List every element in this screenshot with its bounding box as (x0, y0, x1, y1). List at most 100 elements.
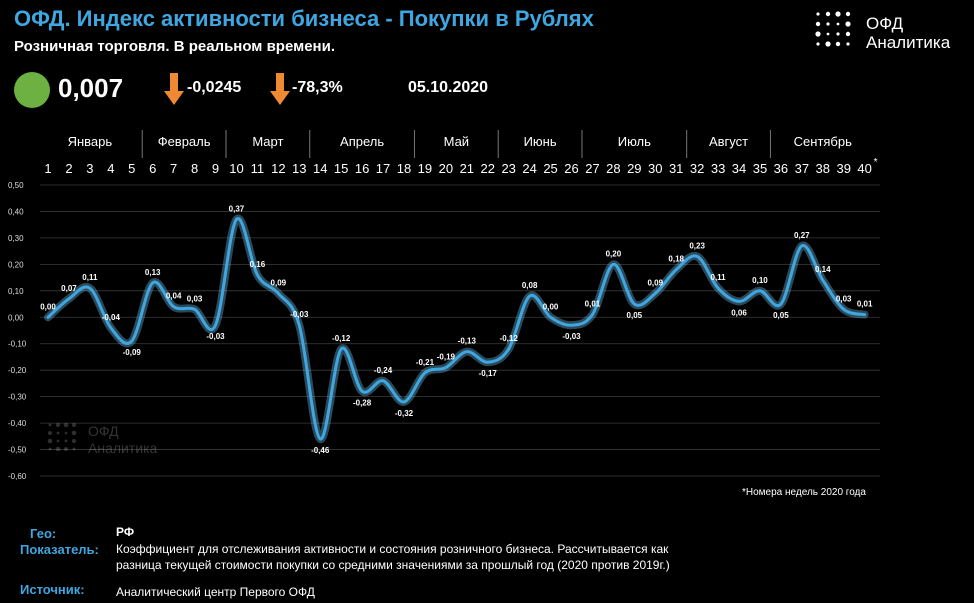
month-label: Июль (618, 134, 651, 149)
week-tick-label: 14 (313, 161, 327, 176)
week-footnote-mark: * (874, 157, 878, 168)
week-tick-label: 39 (836, 161, 850, 176)
watermark-line-1: ОФД (88, 423, 119, 439)
week-tick-label: 2 (65, 161, 72, 176)
data-label: 0,20 (606, 249, 622, 258)
week-tick-label: 36 (774, 161, 788, 176)
data-label: 0,00 (40, 302, 56, 311)
month-label: Апрель (340, 134, 384, 149)
data-label: 0,11 (711, 273, 727, 282)
data-label: -0,04 (102, 313, 121, 322)
week-tick-label: 38 (816, 161, 830, 176)
chart-grid (40, 184, 880, 477)
week-tick-label: 18 (397, 161, 411, 176)
week-tick-label: 24 (522, 161, 536, 176)
data-label: -0,13 (458, 337, 477, 346)
brand-name: ОФД Аналитика (866, 14, 950, 52)
month-label: Май (444, 134, 469, 149)
week-tick-label: 31 (669, 161, 683, 176)
y-tick-label: -0,10 (8, 340, 27, 349)
indicator-line-2: разница текущей стоимости покупки со сре… (116, 558, 670, 572)
week-tick-label: 21 (460, 161, 474, 176)
week-tick-label: 32 (690, 161, 704, 176)
data-label: 0,13 (145, 268, 161, 277)
data-label: -0,24 (374, 366, 393, 375)
data-label: 0,37 (229, 204, 245, 213)
data-label: 0,11 (82, 273, 98, 282)
week-tick-label: 19 (418, 161, 432, 176)
week-tick-label: 8 (191, 161, 198, 176)
series-line (46, 217, 867, 441)
week-tick-label: 33 (711, 161, 725, 176)
y-axis: 0,50 0,40 0,30 0,20 0,10 0,00 -0,10 -0,20 -0,30 -… (8, 181, 27, 481)
data-label: 0,10 (752, 276, 768, 285)
week-tick-label: 10 (229, 161, 243, 176)
data-label: 0,06 (731, 308, 747, 317)
month-label: Июнь (524, 134, 557, 149)
data-label: -0,03 (562, 332, 581, 341)
data-label: 0,07 (61, 284, 77, 293)
data-label: -0,03 (206, 332, 225, 341)
brand-line-1: ОФД (866, 14, 904, 33)
series-line-glow (44, 214, 869, 443)
data-label: 0,08 (522, 281, 538, 290)
data-label: -0,19 (437, 353, 456, 362)
y-tick-label: 0,40 (8, 207, 24, 216)
data-label: 0,09 (271, 278, 287, 287)
data-label: 0,03 (187, 294, 203, 303)
week-tick-label: 28 (606, 161, 620, 176)
week-tick-label: 17 (376, 161, 390, 176)
data-label: 0,16 (250, 260, 266, 269)
week-tick-label: 27 (585, 161, 599, 176)
data-label: -0,09 (123, 348, 142, 357)
y-tick-label: -0,40 (8, 419, 27, 428)
delta-absolute: -0,0245 (187, 79, 242, 96)
week-tick-label: 34 (732, 161, 746, 176)
watermark-line-2: Аналитика (88, 440, 158, 456)
delta-percent: -78,3% (292, 79, 343, 96)
y-tick-label: 0,20 (8, 260, 24, 269)
data-label: -0,12 (332, 334, 351, 343)
line-chart: Январь Февраль Март Апрель Май Июнь Июль Август… (8, 130, 880, 481)
week-tick-label: 1 (44, 161, 51, 176)
data-label: -0,32 (395, 409, 414, 418)
indicator-line-1: Коэффициент для отслеживания активности … (116, 542, 669, 556)
data-label: 0,27 (794, 231, 810, 240)
indicator-label: Показатель: (20, 542, 99, 557)
data-label: 0,04 (166, 292, 182, 301)
month-label: Март (252, 134, 283, 149)
data-label: 0,01 (585, 300, 601, 309)
data-label: -0,12 (500, 334, 519, 343)
data-label: 0,03 (836, 294, 852, 303)
data-label: 0,01 (857, 300, 873, 309)
week-tick-label: 37 (795, 161, 809, 176)
data-label: -0,21 (416, 358, 435, 367)
brand-logo-icon (815, 11, 851, 47)
page-subtitle: Розничная торговля. В реальном времени. (14, 38, 335, 55)
report-date: 05.10.2020 (408, 79, 489, 96)
week-tick-label: 6 (149, 161, 156, 176)
arrow-down-icon (164, 73, 184, 105)
chart-footnote: *Номера недель 2020 года (742, 487, 866, 498)
week-tick-label: 22 (481, 161, 495, 176)
week-tick-label: 29 (627, 161, 641, 176)
week-tick-label: 20 (439, 161, 453, 176)
data-label: -0,03 (290, 310, 309, 319)
data-label: 0,14 (815, 265, 831, 274)
current-value: 0,007 (58, 73, 124, 103)
week-tick-label: 13 (292, 161, 306, 176)
arrow-down-icon (270, 73, 290, 105)
week-tick-label: 9 (212, 161, 219, 176)
week-tick-label: 26 (564, 161, 578, 176)
data-label: -0,28 (353, 398, 372, 407)
month-label: Сентябрь (794, 134, 852, 149)
geo-label: Гео: (30, 526, 57, 541)
indicator-description: Коэффициент для отслеживания активности … (116, 541, 670, 573)
source-value: Аналитический центр Первого ОФД (116, 585, 315, 599)
y-tick-label: -0,50 (8, 446, 27, 455)
month-label: Февраль (158, 134, 211, 149)
source-label: Источник: (20, 582, 85, 597)
watermark: ОФД Аналитика (47, 422, 158, 456)
week-tick-label: 25 (543, 161, 557, 176)
data-label: -0,46 (311, 446, 330, 455)
